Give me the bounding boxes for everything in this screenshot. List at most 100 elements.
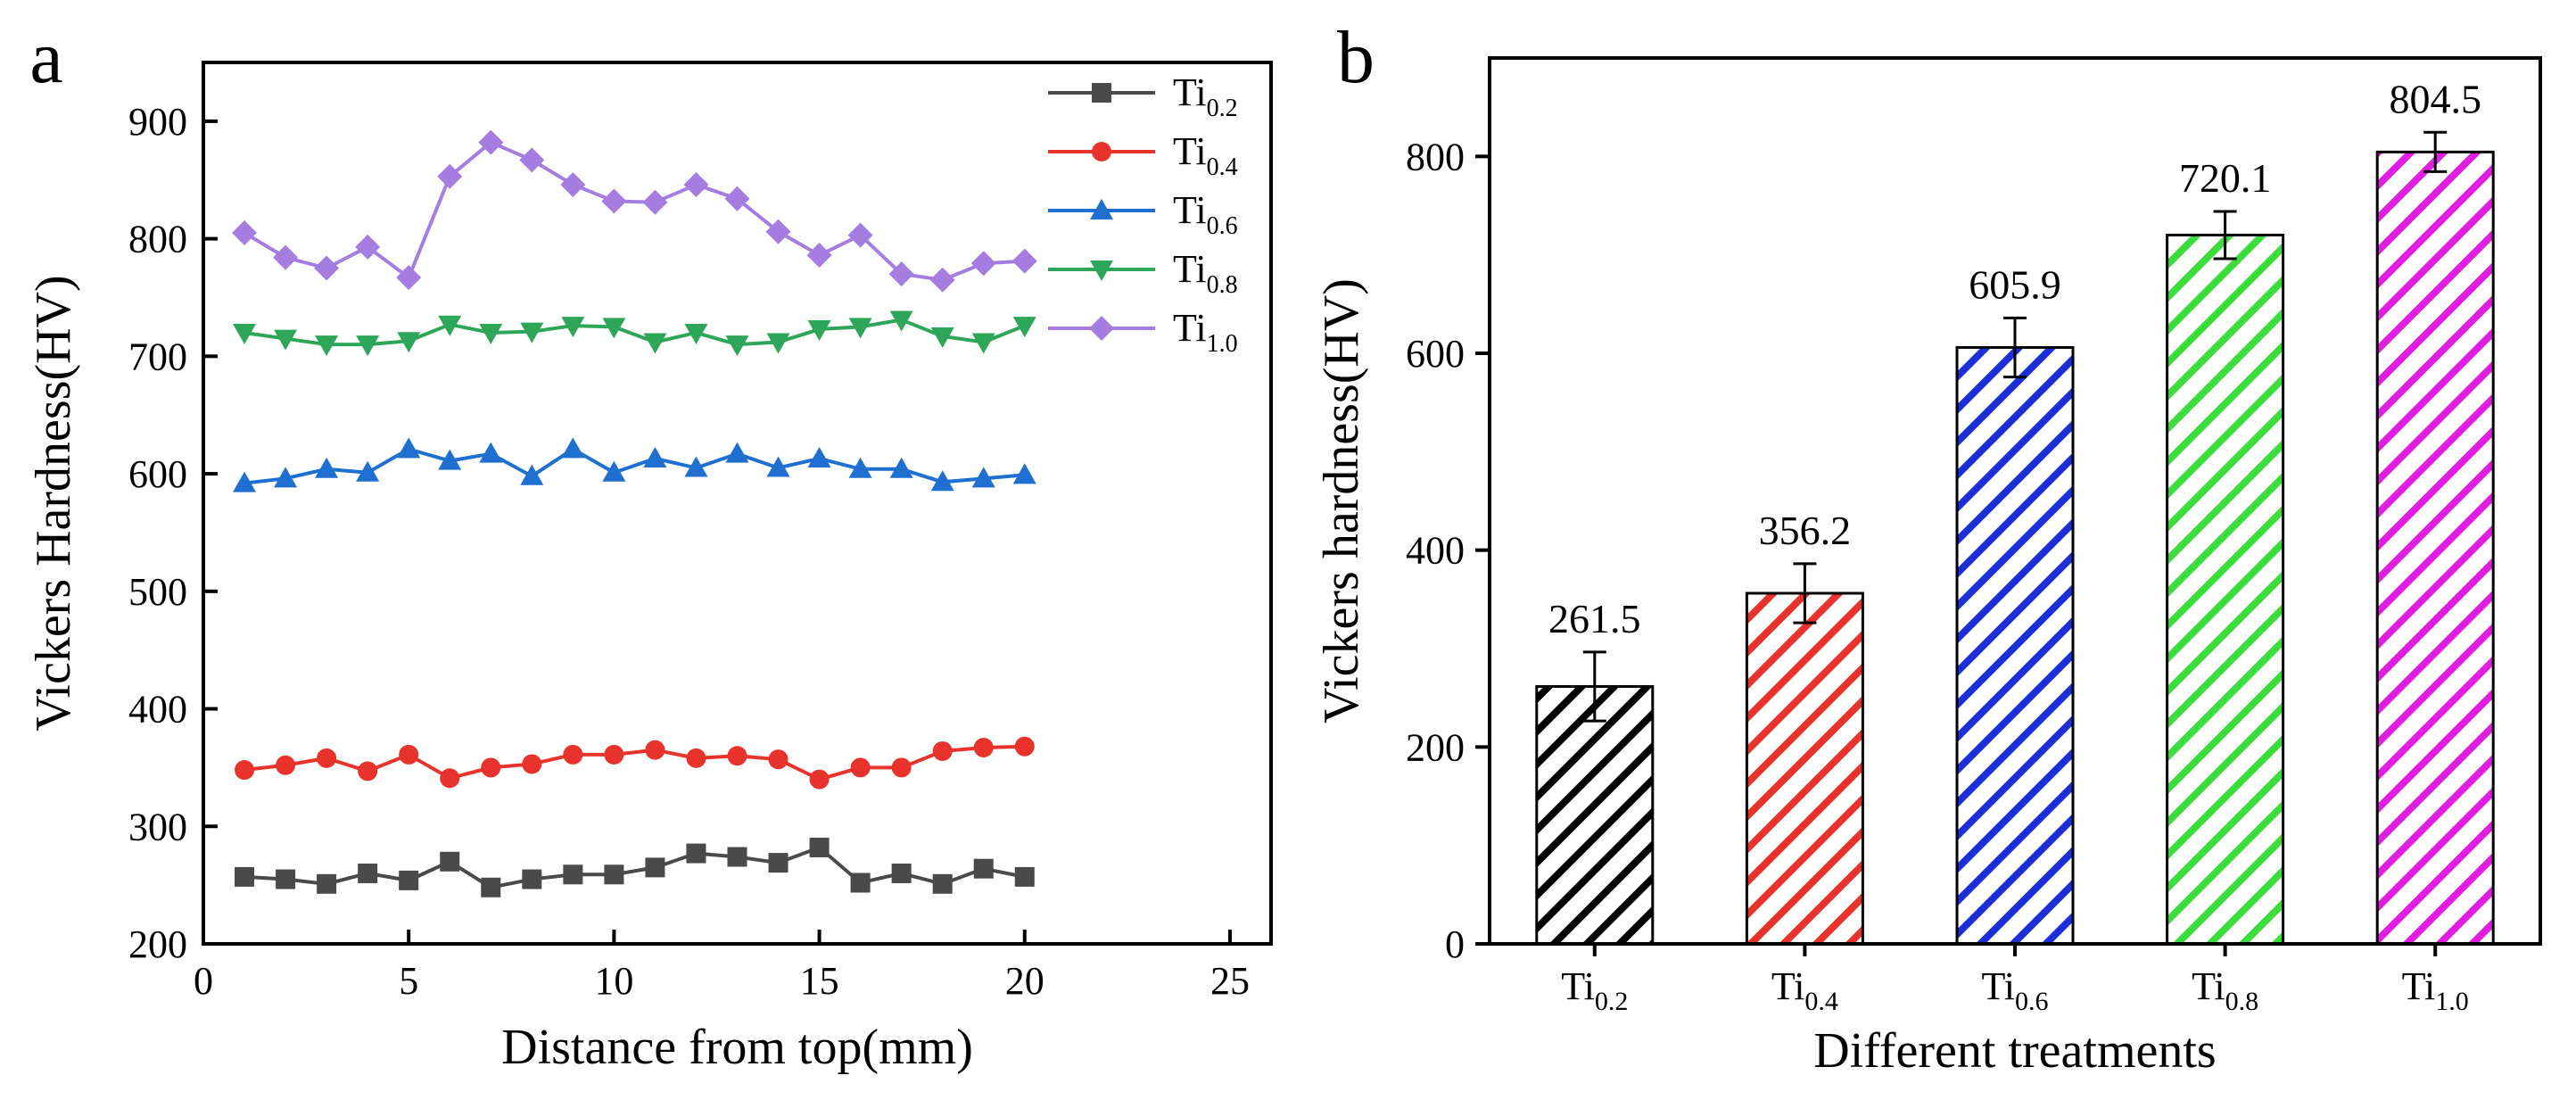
series-line-1_0 <box>244 140 1025 282</box>
panel-b-xtick-label: Ti0.4 <box>1771 964 1838 1016</box>
panel-b-ytick-label: 800 <box>1406 135 1465 178</box>
panel-b-xtick-label: Ti0.2 <box>1561 964 1628 1016</box>
panel-a-xtick-label: 0 <box>194 959 213 1003</box>
data-point-1_0 <box>847 222 873 248</box>
bar <box>2166 233 2285 946</box>
bar <box>1745 591 1864 946</box>
panel-a-xtick-label: 20 <box>1005 959 1044 1003</box>
data-point-0_2 <box>604 864 624 885</box>
legend-marker <box>1089 316 1114 341</box>
data-point-0_6 <box>233 471 257 492</box>
panel-a-xtick-label: 25 <box>1210 959 1250 1003</box>
panel-a-label: a <box>29 16 62 99</box>
panel-b-xtick-label-main: Ti <box>1771 964 1805 1008</box>
panel-a-plot-frame <box>202 61 1273 946</box>
bar-value-label: 605.9 <box>1969 261 2061 307</box>
data-point-0_6 <box>889 457 913 478</box>
data-point-0_2 <box>973 858 994 879</box>
legend-label-sub: 0.8 <box>1207 271 1238 299</box>
data-point-0_2 <box>317 873 337 894</box>
data-point-0_2 <box>727 847 747 867</box>
data-point-0_2 <box>809 837 830 857</box>
panel-a-ylabel: Vickers Hardness(HV) <box>26 275 81 731</box>
data-point-0_2 <box>522 869 542 889</box>
data-point-0_4 <box>1014 736 1035 757</box>
data-point-0_2 <box>1014 866 1035 887</box>
panel-b-ytick-label: 400 <box>1406 529 1465 573</box>
data-point-0_8 <box>1012 317 1036 338</box>
data-point-1_0 <box>396 265 422 291</box>
data-point-1_0 <box>970 251 996 277</box>
legend-label: Ti0.8 <box>1173 247 1238 299</box>
data-point-0_8 <box>274 329 298 351</box>
legend-marker <box>1092 83 1111 103</box>
legend-label: Ti1.0 <box>1173 306 1238 358</box>
panel-b-ylabel: Vickers hardness(HV) <box>1314 278 1369 724</box>
panel-b-ytick-label: 600 <box>1406 332 1465 376</box>
data-point-1_0 <box>355 234 381 260</box>
data-point-0_2 <box>932 873 953 894</box>
legend-label-sub: 1.0 <box>1207 330 1238 358</box>
data-point-0_6 <box>1012 463 1036 484</box>
legend-label-sub: 0.4 <box>1207 153 1238 181</box>
bar <box>1955 345 2075 946</box>
data-point-0_6 <box>930 470 954 492</box>
data-point-1_0 <box>314 255 340 281</box>
panel-a-xtick-label: 15 <box>800 959 839 1003</box>
data-point-0_8 <box>684 323 708 344</box>
data-point-0_2 <box>399 870 419 890</box>
bar-value-label: 356.2 <box>1759 508 1852 553</box>
data-point-0_8 <box>438 315 462 336</box>
legend-label-sub: 0.2 <box>1207 95 1238 122</box>
data-point-0_4 <box>235 760 255 781</box>
data-point-1_0 <box>888 261 914 287</box>
legend-label-main: Ti <box>1173 129 1207 173</box>
panel-a-ytick-label: 900 <box>128 100 187 144</box>
data-point-1_0 <box>478 129 504 155</box>
panel-b-xlabel: Different treatments <box>1813 1023 2216 1079</box>
data-point-1_0 <box>560 172 586 198</box>
data-point-0_6 <box>356 460 380 482</box>
panel-b-xtick-label-sub: 0.4 <box>1804 987 1837 1016</box>
data-point-0_8 <box>602 318 626 339</box>
panel-a-ytick-label: 800 <box>128 218 187 261</box>
panel-b-ytick-label: 0 <box>1445 922 1465 966</box>
bar <box>1535 684 1655 946</box>
data-point-1_0 <box>519 147 545 173</box>
data-point-0_6 <box>561 437 585 459</box>
bar-value-label: 720.1 <box>2179 155 2272 201</box>
series-line-0_6 <box>244 447 1025 485</box>
panel-a-xlabel: Distance from top(mm) <box>501 1020 973 1075</box>
data-point-0_4 <box>563 744 583 765</box>
data-point-1_0 <box>642 189 668 215</box>
data-point-0_6 <box>397 437 421 459</box>
panel-a-ytick-label: 400 <box>128 688 187 732</box>
panel-b-xtick-label: Ti0.8 <box>2192 964 2258 1016</box>
data-point-0_4 <box>481 757 501 778</box>
data-point-0_2 <box>891 863 912 883</box>
data-point-0_6 <box>643 446 667 467</box>
legend-marker <box>1090 261 1113 281</box>
legend-label: Ti0.6 <box>1173 188 1238 240</box>
panel-b-xtick-label-main: Ti <box>2402 964 2436 1008</box>
panel-b-ytick-label: 200 <box>1406 725 1465 769</box>
data-point-0_4 <box>809 769 830 790</box>
data-point-0_2 <box>850 873 871 893</box>
panel-b-xtick-label-main: Ti <box>2192 964 2225 1008</box>
legend-label-sub: 0.6 <box>1207 212 1238 240</box>
data-point-0_6 <box>971 467 995 488</box>
legend-label-main: Ti <box>1173 70 1207 114</box>
data-point-0_2 <box>645 857 665 878</box>
panel-b-xtick-label-main: Ti <box>1561 964 1595 1008</box>
panel-a-ytick-label: 500 <box>128 570 187 614</box>
data-point-1_0 <box>1011 248 1037 274</box>
data-point-0_6 <box>848 457 872 478</box>
data-point-0_8 <box>889 310 913 332</box>
data-point-0_4 <box>686 748 706 768</box>
data-point-0_4 <box>399 744 419 765</box>
panel-a-xtick-label: 5 <box>399 959 418 1003</box>
panel-b-xtick-label-main: Ti <box>1981 964 2015 1008</box>
data-point-0_6 <box>766 456 790 477</box>
data-point-0_8 <box>643 333 667 354</box>
